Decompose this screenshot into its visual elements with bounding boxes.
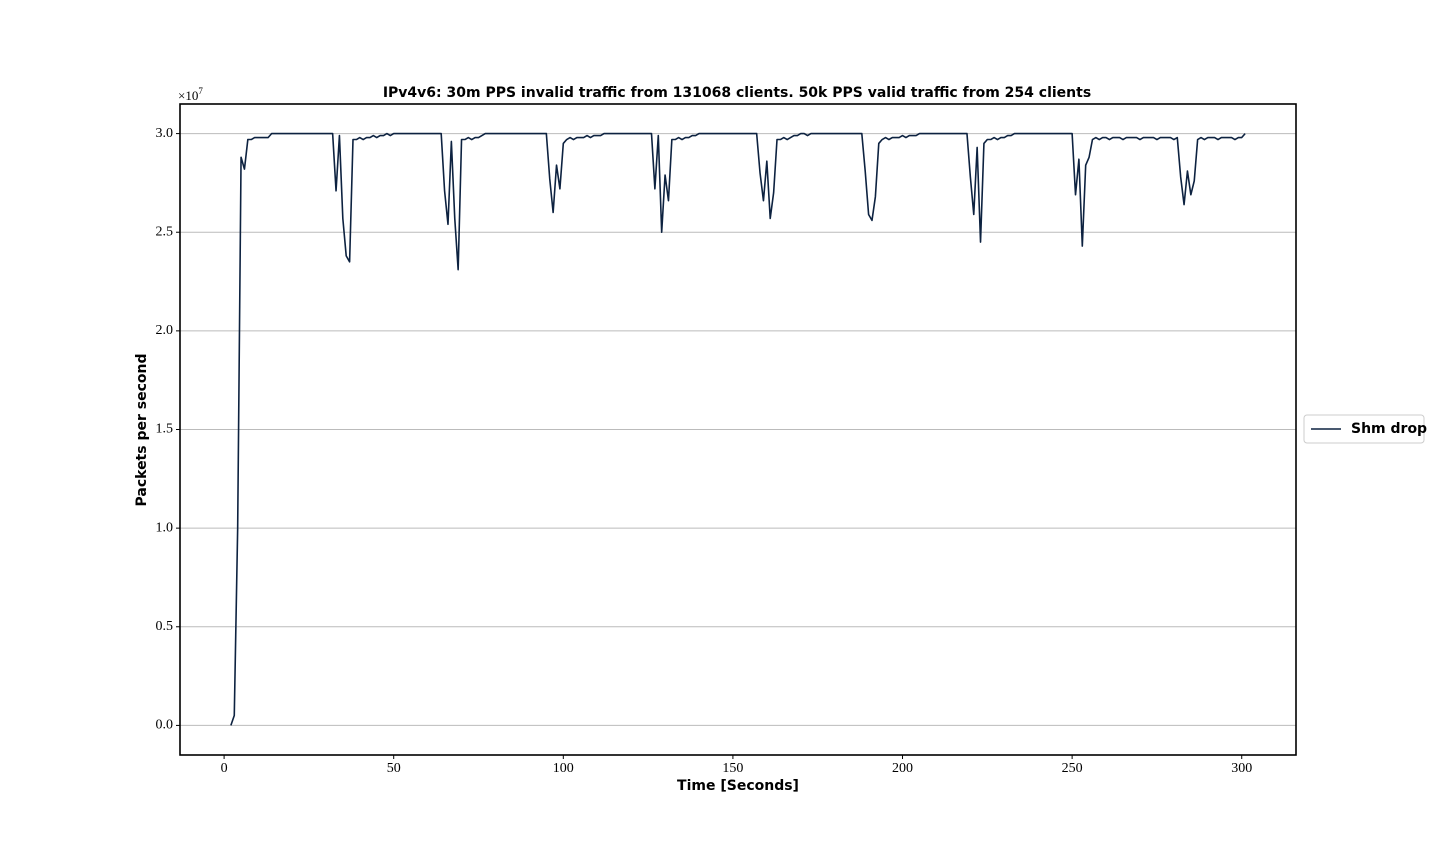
- y-multiplier-exponent: 7: [198, 86, 203, 96]
- y-tick-label: 2.5: [156, 224, 174, 239]
- x-tick-label: 150: [722, 761, 743, 776]
- y-tick-label: 3.0: [156, 126, 174, 141]
- legend-label: Shm drop: [1351, 421, 1427, 437]
- plot-frame: [179, 103, 1297, 756]
- chart-title: IPv4v6: 30m PPS invalid traffic from 131…: [383, 85, 1091, 101]
- legend: Shm drop: [1303, 414, 1427, 444]
- y-tick-label: 0.5: [156, 619, 174, 634]
- x-tick-label: 0: [221, 761, 228, 776]
- data-line: [230, 132, 1246, 726]
- y-multiplier-base: ×10: [178, 88, 198, 103]
- x-axis-label: Time [Seconds]: [677, 778, 799, 794]
- x-tick-label: 50: [387, 761, 401, 776]
- y-tick-label: 2.0: [156, 323, 174, 338]
- y-tick-label: 1.5: [156, 422, 174, 437]
- x-tick-label: 200: [892, 761, 913, 776]
- x-tick-label: 250: [1062, 761, 1083, 776]
- y-tick-label: 0.0: [156, 718, 174, 733]
- y-multiplier: ×107: [178, 86, 203, 103]
- x-tick-label: 300: [1231, 761, 1252, 776]
- x-tick-label: 100: [553, 761, 574, 776]
- y-tick-label: 1.0: [156, 520, 174, 535]
- y-axis-label: Packets per second: [134, 354, 150, 507]
- legend-box: [1303, 414, 1425, 444]
